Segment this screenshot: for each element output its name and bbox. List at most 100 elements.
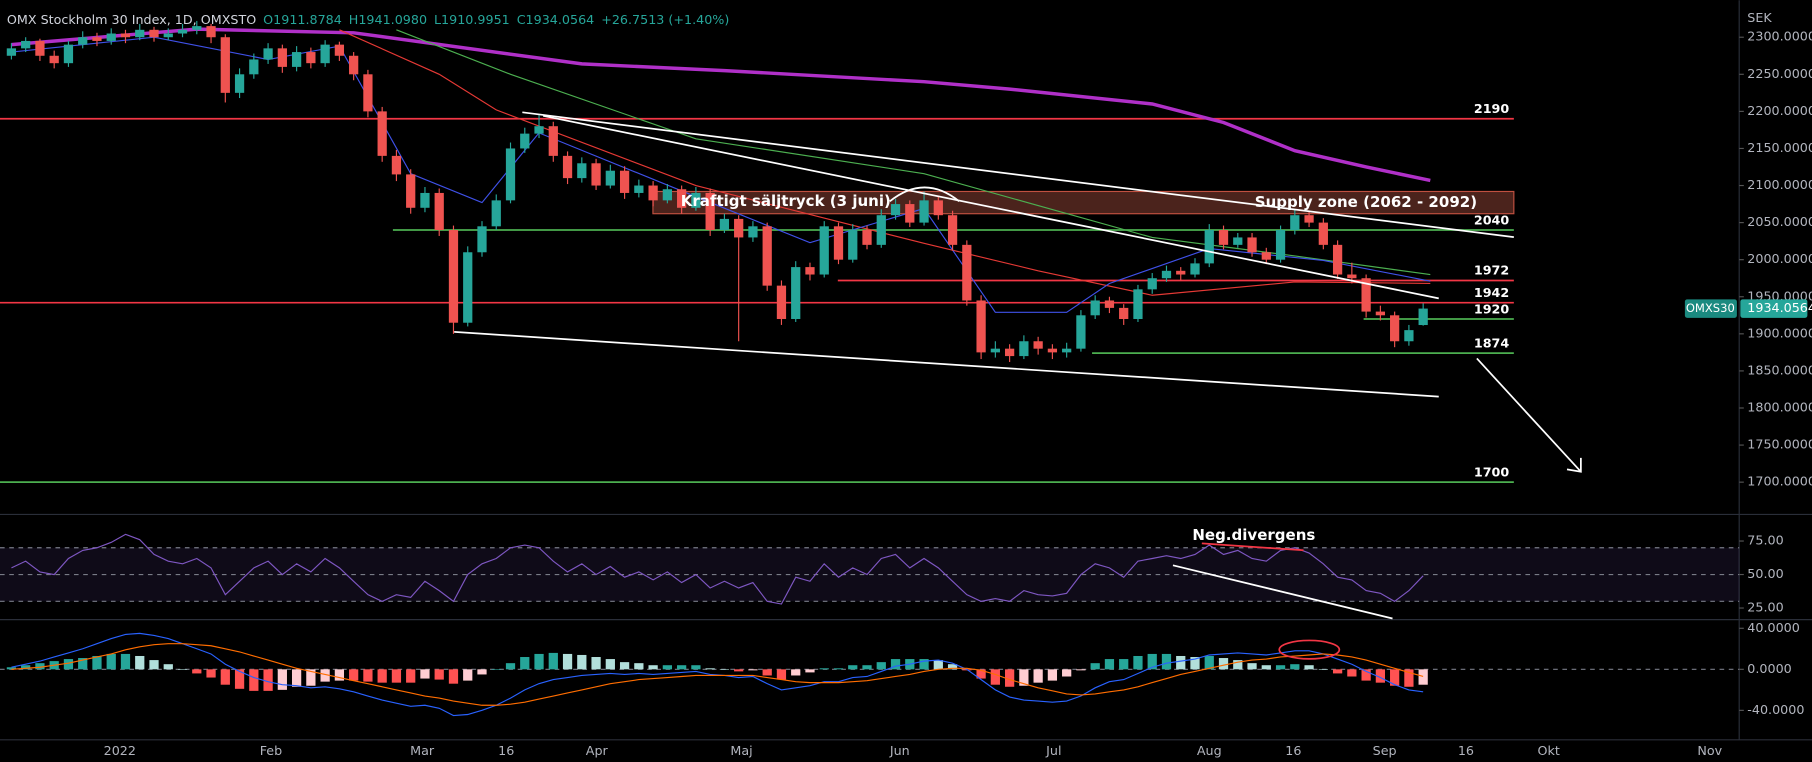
candle-body bbox=[591, 163, 601, 186]
candle-body bbox=[1218, 230, 1229, 245]
x-tick-label: Jun bbox=[889, 743, 910, 758]
level-label: 1874 bbox=[1474, 335, 1510, 350]
x-tick-label: Jul bbox=[1045, 743, 1061, 758]
candle-body bbox=[92, 37, 102, 41]
candle-body bbox=[990, 348, 1000, 353]
x-tick-label: Aug bbox=[1197, 743, 1222, 758]
candle-body bbox=[919, 200, 929, 223]
macd-histogram-bar bbox=[1390, 669, 1400, 686]
macd-histogram-bar bbox=[619, 662, 630, 670]
macd-histogram-bar bbox=[320, 669, 330, 682]
macd-histogram-bar bbox=[349, 669, 359, 681]
y-tick-label: 25.00 bbox=[1747, 600, 1783, 615]
x-tick-label: Nov bbox=[1697, 743, 1722, 758]
candle-body bbox=[1204, 230, 1214, 264]
candle-body bbox=[320, 44, 330, 64]
candle-body bbox=[106, 33, 116, 41]
y-tick-label: 40.0000 bbox=[1747, 620, 1800, 635]
candle-body bbox=[534, 126, 544, 134]
candle-body bbox=[1304, 215, 1314, 223]
macd-histogram-bar bbox=[249, 669, 259, 691]
candle-body bbox=[662, 189, 672, 201]
candle-body bbox=[220, 37, 230, 93]
macd-histogram-bar bbox=[120, 653, 131, 670]
candle-body bbox=[634, 185, 644, 193]
arrow-head bbox=[1566, 457, 1582, 473]
macd-histogram-bar bbox=[1275, 665, 1286, 670]
candle-body bbox=[135, 29, 145, 38]
candle-body bbox=[1176, 270, 1186, 275]
candle-body bbox=[833, 226, 844, 260]
macd-histogram-bar bbox=[334, 669, 345, 681]
candle-body bbox=[1390, 315, 1400, 342]
candle-body bbox=[1318, 222, 1328, 245]
candle-body bbox=[1404, 330, 1414, 342]
candle-body bbox=[192, 26, 202, 30]
x-tick-label: Apr bbox=[586, 743, 609, 758]
candle-body bbox=[420, 192, 430, 208]
macd-histogram-bar bbox=[705, 668, 715, 670]
price-tag: 1934.0564 bbox=[1747, 300, 1812, 315]
price-tag-bg bbox=[1740, 299, 1808, 318]
low: L1910.9951 bbox=[434, 11, 510, 26]
macd-histogram-bar bbox=[434, 669, 444, 680]
macd-histogram-bar bbox=[63, 659, 74, 670]
level-label: 1942 bbox=[1474, 285, 1509, 300]
candle-body bbox=[605, 170, 615, 186]
y-tick-label: 1800.0000 bbox=[1747, 399, 1812, 414]
open: O1911.8784 bbox=[263, 11, 342, 26]
macd-histogram-bar bbox=[933, 660, 943, 670]
candle-body bbox=[21, 40, 31, 49]
macd-histogram-bar bbox=[420, 669, 430, 679]
candle-body bbox=[448, 230, 459, 323]
macd-histogram-bar bbox=[206, 669, 216, 678]
close: C1934.0564 bbox=[517, 11, 595, 26]
x-tick-label: Feb bbox=[260, 743, 283, 758]
trend-line bbox=[542, 114, 1439, 300]
pane-borders bbox=[0, 0, 1812, 741]
y-tick-label: -40.0000 bbox=[1747, 702, 1804, 717]
macd-histogram-bar bbox=[748, 669, 758, 671]
macd-histogram-bar bbox=[277, 669, 287, 690]
candle-body bbox=[206, 26, 216, 38]
y-tick-label: 2150.0000 bbox=[1747, 140, 1812, 155]
candle-body bbox=[391, 155, 402, 175]
candle-body bbox=[306, 52, 316, 64]
macd-histogram-bar bbox=[947, 664, 958, 670]
candle-body bbox=[63, 44, 74, 64]
macd-histogram-bar bbox=[605, 659, 615, 670]
macd-histogram-bar bbox=[648, 665, 658, 670]
macd-histogram-bar bbox=[776, 669, 787, 680]
candle-body bbox=[1062, 348, 1072, 353]
macd-histogram-bar bbox=[534, 653, 544, 670]
macd-histogram-bar bbox=[1204, 655, 1214, 670]
macd-histogram-bar bbox=[791, 669, 801, 676]
y-tick-label: 2250.0000 bbox=[1747, 66, 1812, 81]
level-label: 2190 bbox=[1474, 101, 1510, 116]
candle-body bbox=[1104, 300, 1115, 308]
macd-histogram-bar bbox=[1047, 669, 1058, 681]
y-tick-label: 1900.0000 bbox=[1747, 325, 1812, 340]
y-tick-label: 75.00 bbox=[1747, 533, 1783, 548]
candle-body bbox=[734, 218, 744, 238]
candle-body bbox=[791, 267, 801, 320]
macd-histogram-bar bbox=[1119, 659, 1129, 670]
candle-body bbox=[6, 48, 17, 56]
signal-line bbox=[11, 643, 1424, 706]
candle-body bbox=[562, 155, 573, 179]
macd-histogram-bar bbox=[1218, 658, 1229, 670]
x-tick-label: Sep bbox=[1373, 743, 1397, 758]
macd-histogram-bar bbox=[562, 653, 573, 670]
y-tick-label: 1850.0000 bbox=[1747, 362, 1812, 377]
macd-histogram-bar bbox=[719, 669, 730, 670]
macd-histogram-bar bbox=[734, 669, 744, 672]
macd-histogram-bar bbox=[1190, 657, 1200, 670]
candle-body bbox=[1247, 237, 1257, 253]
level-label: 1700 bbox=[1474, 464, 1510, 479]
macd-histogram-bar bbox=[6, 667, 17, 670]
x-tick-label: Okt bbox=[1537, 743, 1559, 758]
candle-body bbox=[1133, 289, 1143, 320]
macd-histogram-bar bbox=[1076, 669, 1086, 671]
candle-body bbox=[862, 230, 872, 245]
